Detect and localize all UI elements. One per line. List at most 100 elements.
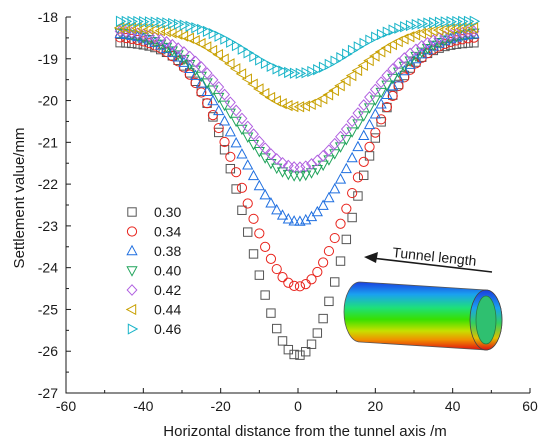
data-point [394, 22, 405, 34]
data-point [253, 83, 264, 95]
data-point [411, 18, 423, 31]
data-point [323, 155, 335, 166]
data-point [330, 277, 340, 287]
data-point [161, 36, 173, 48]
data-point [345, 69, 357, 82]
data-point [218, 100, 231, 112]
data-point [317, 149, 329, 162]
data-point [224, 96, 236, 109]
data-point [352, 119, 364, 130]
data-point [219, 136, 230, 148]
data-point [272, 323, 282, 334]
data-point [427, 25, 438, 37]
data-point [369, 83, 381, 96]
data-point [253, 135, 265, 148]
data-point [352, 172, 364, 183]
data-point [242, 120, 254, 133]
data-point [196, 87, 207, 98]
data-point [469, 38, 479, 48]
data-point [115, 37, 125, 48]
data-point [450, 22, 461, 35]
data-point [115, 15, 127, 27]
x-tick-label: 60 [522, 398, 538, 414]
data-point [329, 137, 341, 150]
data-point [439, 35, 451, 47]
data-point [184, 59, 196, 71]
data-point [277, 156, 289, 169]
data-point [417, 18, 428, 30]
legend-label: 0.46 [154, 321, 181, 337]
x-tick-label: 20 [368, 398, 384, 414]
data-point [219, 88, 231, 101]
data-point [316, 93, 328, 105]
data-point [451, 39, 462, 49]
data-point [139, 15, 150, 28]
legend-label: 0.44 [154, 302, 181, 318]
y-tick-label: -20 [38, 93, 58, 109]
data-point [363, 54, 374, 67]
data-point [271, 203, 283, 215]
data-point [469, 15, 481, 27]
data-point [427, 40, 439, 52]
data-point [334, 142, 347, 153]
data-point [405, 19, 417, 32]
data-point [260, 241, 271, 252]
data-point [370, 127, 381, 138]
x-tick-label: -40 [133, 398, 153, 414]
data-point [375, 98, 387, 109]
data-point [306, 274, 317, 285]
data-point [351, 64, 363, 77]
data-point [236, 148, 248, 159]
data-point [456, 22, 467, 34]
data-point [352, 140, 364, 152]
data-point [305, 98, 316, 111]
data-point [236, 112, 248, 125]
data-point [328, 84, 339, 97]
data-point [230, 136, 242, 148]
x-tick-label: 40 [445, 398, 461, 414]
data-point [421, 43, 434, 55]
data-point [160, 42, 173, 54]
data-point [423, 17, 434, 29]
data-point [446, 16, 457, 28]
data-point [206, 44, 218, 57]
data-point [283, 277, 294, 288]
data-point [207, 73, 219, 86]
legend-label: 0.30 [154, 204, 181, 220]
data-point [294, 281, 306, 292]
data-point [353, 41, 365, 53]
data-point [113, 22, 125, 34]
data-point [340, 162, 352, 174]
data-point [416, 39, 428, 52]
data-point [260, 290, 270, 300]
data-point [363, 103, 376, 114]
data-point [398, 61, 410, 73]
data-point [200, 41, 212, 53]
data-point [178, 54, 190, 66]
data-point [334, 80, 345, 92]
data-point [347, 212, 357, 223]
data-point [467, 22, 479, 34]
data-point [155, 39, 167, 51]
data-point [247, 78, 258, 90]
data-point [311, 205, 323, 217]
series-0.42 [114, 25, 480, 174]
data-point [452, 15, 463, 28]
data-point [335, 218, 346, 229]
data-point [381, 88, 393, 100]
data-point [444, 23, 455, 35]
legend-label: 0.38 [154, 243, 181, 259]
data-point [214, 127, 224, 138]
data-point [236, 182, 248, 193]
legend-label: 0.34 [154, 224, 181, 240]
data-point [329, 149, 341, 160]
data-point [149, 31, 161, 44]
data-point [224, 58, 235, 70]
legend-entry: 0.42 [126, 282, 181, 298]
data-point [224, 125, 236, 137]
data-point [398, 33, 409, 45]
data-point [307, 65, 318, 78]
data-point [318, 61, 330, 73]
data-point [235, 68, 247, 80]
